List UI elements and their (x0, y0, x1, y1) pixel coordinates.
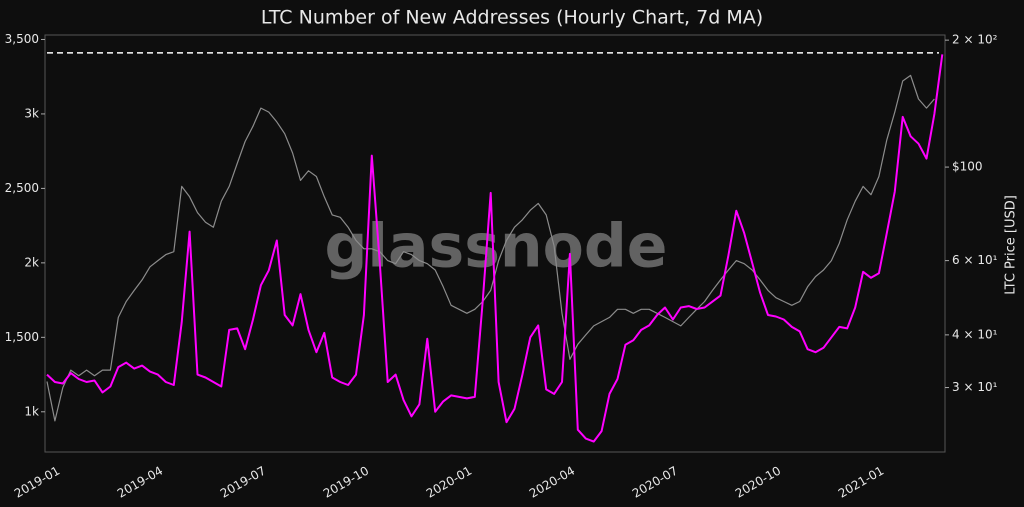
y-tick-label: 2,500 (5, 181, 39, 195)
y-tick-label: 3k (24, 106, 39, 120)
y2-tick-label: $100 (952, 160, 983, 174)
series-line (46, 54, 944, 443)
y-tick-label: 3,500 (5, 32, 39, 46)
y2-tick-label: 2 × 10² (952, 33, 998, 47)
chart-title: LTC Number of New Addresses (Hourly Char… (261, 7, 763, 29)
plot-frame (44, 34, 946, 453)
y-tick-label: 1k (24, 404, 39, 418)
series-line (46, 74, 935, 422)
y2-tick-label: 3 × 10¹ (952, 380, 998, 394)
y-tick-label: 2k (24, 255, 39, 269)
y2-axis-label: LTC Price [USD] (1004, 195, 1019, 295)
y-tick-label: 1,500 (5, 330, 39, 344)
y2-tick-label: 4 × 10¹ (952, 327, 998, 341)
y2-tick-label: 6 × 10¹ (952, 253, 998, 267)
